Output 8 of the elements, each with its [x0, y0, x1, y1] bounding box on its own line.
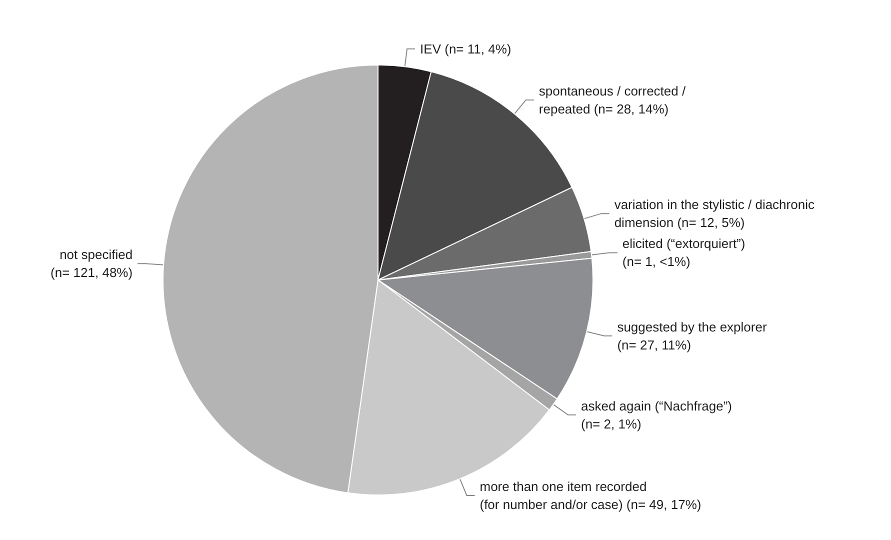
slice-label: spontaneous / corrected / repeated (n= 28, 14%): [538, 83, 686, 116]
slice-label: IEV (n= 11, 4%): [420, 41, 512, 56]
slice-label: not specified (n= 121, 48%): [50, 247, 133, 280]
slice-label: variation in the stylistic / diachronic dimension (n= 12, 5%): [614, 197, 815, 230]
slice-label: elicited (“extorquiert”) (n= 1, <1%): [622, 236, 746, 270]
slice-label: suggested by the explorer (n= 27, 11%): [617, 319, 768, 352]
slice-label: more than one item recorded (for number and/or case) (n= 49, 17%): [480, 478, 702, 512]
slice-label: asked again (“Nachfrage”) (n= 2, 1%): [580, 398, 732, 432]
